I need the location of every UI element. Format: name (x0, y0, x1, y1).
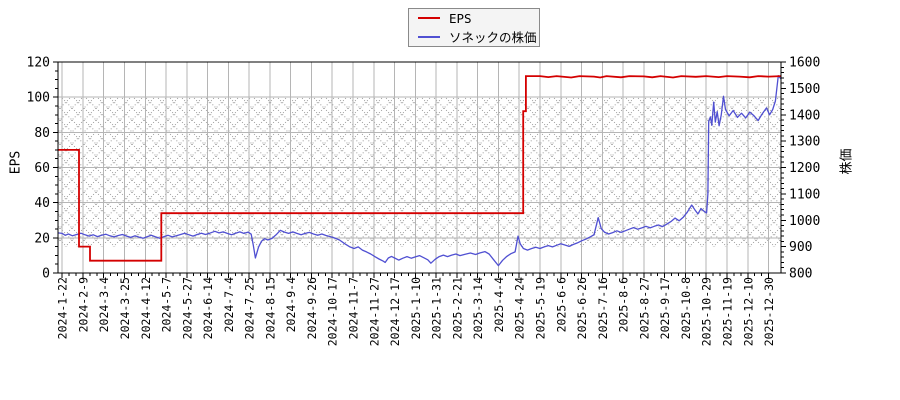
x-tick-label: 2024-2-9 (76, 277, 90, 332)
x-tick-label: 2025-1-31 (430, 277, 444, 339)
right-tick-labels: 800 900 1000 1100 1200 1300 1400 1500 1600 (789, 56, 820, 282)
right-axis-title: 株価 (839, 148, 855, 175)
x-tick-label: 2025-9-17 (658, 277, 672, 339)
x-tick-label: 2024-11-7 (347, 277, 361, 339)
left-tick-label: 0 (42, 267, 50, 282)
x-tick-label: 2024-9-26 (305, 277, 319, 339)
x-tick-label: 2024-4-12 (139, 277, 153, 339)
eps-line-swatch (418, 17, 440, 20)
left-axis-title: EPS (8, 150, 24, 175)
price-series-line (57, 75, 782, 267)
x-tick-label: 2025-12-10 (741, 277, 755, 346)
right-tick-label: 1500 (789, 82, 820, 97)
right-tick-label: 1600 (789, 56, 820, 71)
right-tick-label: 800 (789, 267, 812, 282)
x-tick-label: 2025-8-6 (617, 277, 631, 332)
x-tick-label: 2024-1-22 (56, 277, 70, 339)
hatch-band (58, 97, 781, 247)
price-line-swatch (418, 35, 440, 38)
x-tick-label: 2024-3-25 (118, 277, 132, 339)
right-tick-label: 900 (789, 240, 812, 255)
gridlines (58, 62, 781, 273)
x-tick-label: 2025-8-27 (637, 277, 651, 339)
left-tick-label: 120 (27, 56, 50, 71)
left-tick-label: 20 (34, 231, 50, 246)
x-tick-label: 2025-11-19 (720, 277, 734, 346)
left-tick-labels: 0 20 40 60 80 100 120 (27, 56, 50, 282)
right-tick-label: 1100 (789, 187, 820, 202)
x-tick-label: 2025-7-16 (596, 277, 610, 339)
legend-label-eps: EPS (449, 10, 472, 26)
x-tick-label: 2025-4-24 (513, 277, 527, 339)
x-tick-label: 2024-5-27 (180, 277, 194, 339)
x-tick-label: 2025-4-4 (492, 277, 506, 332)
x-tick-label: 2024-9-4 (284, 277, 298, 332)
legend-item-price: ソネックの株価 (409, 28, 539, 46)
x-tick-label: 2025-10-29 (700, 277, 714, 346)
x-tick-label: 2025-10-8 (679, 277, 693, 339)
x-tick-label: 2024-8-15 (263, 277, 277, 339)
x-tick-label: 2024-7-25 (243, 277, 257, 339)
right-tick-label: 1000 (789, 214, 820, 229)
x-tick-label: 2025-1-10 (409, 277, 423, 339)
x-tick-label: 2024-6-14 (201, 277, 215, 339)
x-tick-label: 2025-6-26 (575, 277, 589, 339)
x-tick-label: 2025-3-14 (471, 277, 485, 339)
x-tick-labels: 2024-1-22 2024-2-9 2024-3-4 2024-3-25 2024-4… (56, 277, 776, 346)
axis-ticks (53, 61, 786, 278)
x-tick-label: 2024-11-27 (367, 277, 381, 346)
x-tick-label: 2025-6-6 (554, 277, 568, 332)
x-tick-label: 2025-2-21 (450, 277, 464, 339)
legend: EPS ソネックの株価 (408, 8, 540, 47)
right-tick-label: 1300 (789, 135, 820, 150)
left-tick-label: 80 (34, 126, 50, 141)
x-tick-label: 2024-10-17 (326, 277, 340, 346)
eps-series-line (58, 75, 782, 262)
x-tick-label: 2024-3-4 (97, 277, 111, 332)
left-tick-label: 60 (34, 161, 50, 176)
x-tick-label: 2025-5-19 (534, 277, 548, 339)
x-tick-label: 2024-5-7 (160, 277, 174, 332)
legend-label-price: ソネックの株価 (449, 30, 537, 46)
left-tick-label: 100 (27, 91, 50, 106)
x-tick-label: 2024-12-17 (388, 277, 402, 346)
legend-item-eps: EPS (409, 9, 539, 27)
x-tick-label: 2024-7-4 (222, 277, 236, 332)
left-tick-label: 40 (34, 196, 50, 211)
right-tick-label: 1400 (789, 108, 820, 123)
right-tick-label: 1200 (789, 161, 820, 176)
x-tick-label: 2025-12-30 (762, 277, 776, 346)
